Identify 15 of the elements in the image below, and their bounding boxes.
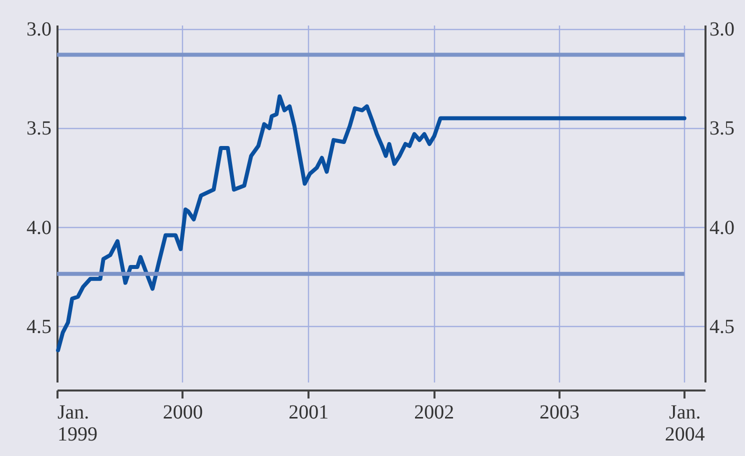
x-tick-label: 2002 — [414, 402, 454, 424]
y-tick-label: 4.0 — [26, 216, 52, 239]
y2-tick-label: 4.0 — [710, 216, 734, 239]
y2-tick-label: 3.0 — [710, 18, 734, 40]
x-tick-label: Jan. 2004 — [664, 402, 705, 446]
x-tick-label: 2001 — [288, 402, 329, 424]
x-tick-label: 2000 — [162, 402, 203, 424]
y-tick-label: 3.0 — [26, 18, 52, 40]
x-tick-label: Jan. 1999 — [58, 402, 98, 446]
y2-tick-label: 4.5 — [710, 316, 734, 338]
y-tick-label: 4.5 — [26, 316, 52, 338]
y-tick-label: 3.5 — [26, 118, 52, 140]
line-series — [56, 94, 686, 352]
y2-tick-label: 3.5 — [710, 118, 734, 140]
x-tick-label: 2003 — [539, 402, 580, 424]
